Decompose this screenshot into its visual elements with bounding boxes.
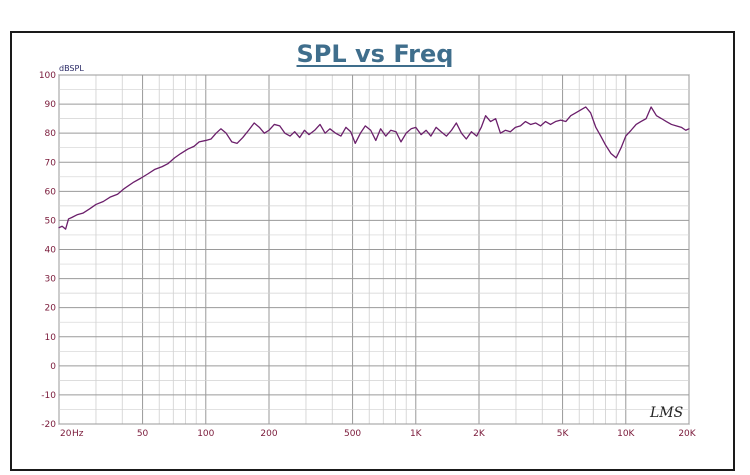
y-tick-label: -10	[41, 391, 56, 401]
x-tick-label: 5K	[557, 429, 570, 439]
y-tick-label: 50	[45, 216, 57, 226]
y-tick-label: 40	[45, 246, 57, 256]
y-tick-label: 100	[39, 71, 56, 81]
x-tick-label: 1K	[410, 429, 423, 439]
y-tick-label: 20	[45, 304, 57, 314]
y-axis-label: dBSPL	[59, 64, 84, 73]
x-unit-label: Hz	[72, 429, 84, 439]
y-tick-label: 30	[45, 275, 57, 285]
x-tick-label: 2K	[473, 429, 486, 439]
x-tick-label: 20K	[678, 429, 696, 439]
lms-logo: LMS	[649, 405, 683, 421]
x-tick-label: 500	[344, 429, 361, 439]
y-tick-label: 90	[45, 100, 57, 110]
x-tick-label: 20	[60, 429, 72, 439]
y-tick-label: 70	[45, 158, 57, 168]
x-tick-label: 10K	[617, 429, 635, 439]
series-layer	[58, 106, 690, 230]
chart-title: SPL vs Freq	[296, 40, 454, 68]
y-tick-label: 80	[45, 129, 57, 139]
series-line	[58, 106, 690, 230]
y-tick-label: 60	[45, 187, 57, 197]
grid	[58, 74, 690, 425]
x-tick-label: 100	[197, 429, 214, 439]
x-tick-label: 200	[260, 429, 277, 439]
y-tick-label: -20	[41, 420, 56, 430]
x-tick-label: 50	[137, 429, 149, 439]
y-tick-label: 10	[45, 333, 57, 343]
y-tick-label: 0	[50, 362, 56, 372]
